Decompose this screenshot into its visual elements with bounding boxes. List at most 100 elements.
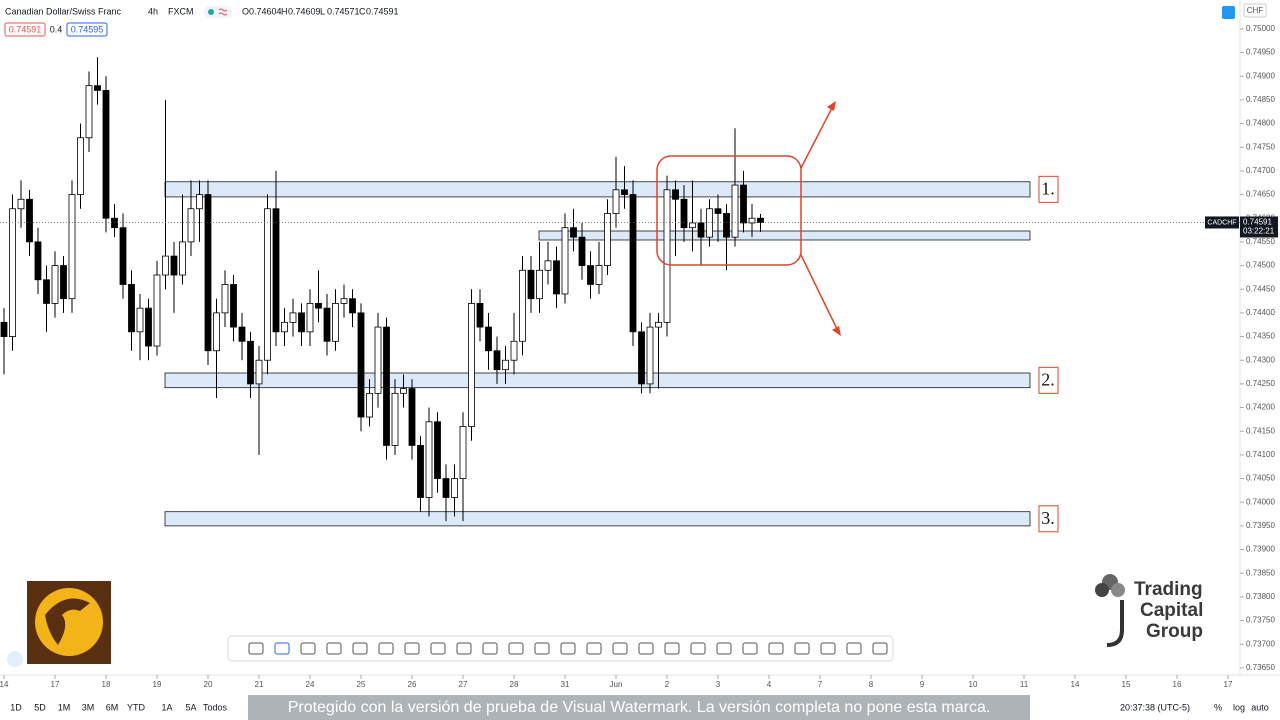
candle-body: [536, 269, 543, 300]
zone: [538, 230, 1031, 241]
candle-body: [315, 303, 322, 309]
y-tick-label: 0.74800: [1246, 119, 1275, 128]
candle-body: [391, 392, 399, 446]
candle-body: [128, 284, 135, 333]
watermark-bg: [248, 695, 1030, 720]
candle-body: [502, 359, 509, 371]
tool-icon[interactable]: [872, 642, 888, 655]
legend-key: O: [242, 6, 249, 16]
candle-body: [553, 260, 560, 295]
brand-icon: [1095, 583, 1109, 597]
candle-body: [655, 321, 662, 328]
candle-body: [383, 326, 390, 446]
tool-icon[interactable]: [560, 642, 576, 655]
candle-body: [9, 208, 16, 337]
candle-body: [459, 426, 467, 479]
scale-option[interactable]: log: [1233, 702, 1245, 712]
candle-body: [629, 194, 637, 333]
range-button[interactable]: 3M: [82, 702, 95, 712]
highlight-box: [656, 155, 802, 266]
tool-icon[interactable]: [690, 642, 706, 655]
candle-body: [0, 321, 8, 337]
tool-icon[interactable]: [456, 642, 472, 655]
candle-body: [230, 284, 237, 328]
tool-icon[interactable]: [534, 642, 550, 655]
candle-body: [102, 90, 110, 219]
tool-icon[interactable]: [508, 642, 524, 655]
y-tick-label: 0.75000: [1246, 24, 1275, 33]
ohlc-legend: O 0.74604 H 0.74609 L 0.74571 C 0.74591: [242, 6, 399, 16]
range-button[interactable]: Todos: [203, 702, 228, 712]
tool-icon[interactable]: [794, 642, 810, 655]
candle-body: [570, 227, 577, 238]
tool-icon[interactable]: [612, 642, 628, 655]
tool-icon[interactable]: [586, 642, 602, 655]
settings-button[interactable]: [1222, 6, 1235, 19]
y-tick-label: 0.74350: [1246, 332, 1275, 341]
y-tick-label: 0.74200: [1246, 403, 1275, 412]
zone: [164, 372, 1031, 389]
brand-word: Group: [1146, 621, 1203, 642]
tool-icon[interactable]: [716, 642, 732, 655]
tool-icon[interactable]: [768, 642, 784, 655]
candle-body: [442, 478, 450, 498]
arrow-head: [832, 326, 841, 336]
y-tick-label: 0.74700: [1246, 166, 1275, 175]
tool-icon[interactable]: [820, 642, 836, 655]
scale-option[interactable]: %: [1214, 702, 1222, 712]
tool-icon[interactable]: [248, 642, 264, 655]
candle-body: [748, 217, 756, 224]
x-tick-label: 8: [869, 680, 874, 689]
tool-icon[interactable]: [378, 642, 394, 655]
tool-icon[interactable]: [300, 642, 316, 655]
candle-body: [561, 227, 569, 295]
candle-body: [255, 359, 263, 385]
candle-body: [187, 208, 195, 243]
scale-option[interactable]: auto: [1251, 702, 1269, 712]
x-tick-label: 17: [51, 680, 60, 689]
candle-body: [672, 189, 679, 200]
range-button[interactable]: 1M: [58, 702, 71, 712]
x-tick-label: 17: [1224, 680, 1233, 689]
zone-label-box: [1038, 366, 1059, 394]
range-button[interactable]: 1A: [161, 702, 172, 712]
range-button[interactable]: 5A: [185, 702, 196, 712]
candle-body: [136, 307, 144, 333]
range-button[interactable]: YTD: [127, 702, 146, 712]
legend-value: 0.74609: [288, 6, 321, 16]
range-button[interactable]: 6M: [106, 702, 119, 712]
zone-label: 2.: [1041, 369, 1055, 389]
legend-value: 0.74591: [366, 6, 399, 16]
y-tick-label: 0.74850: [1246, 95, 1275, 104]
tool-icon[interactable]: [352, 642, 368, 655]
range-button[interactable]: 1D: [10, 702, 22, 712]
candle-body: [578, 236, 586, 266]
candle-body: [170, 255, 178, 276]
candle-body: [425, 421, 433, 498]
tool-icon[interactable]: [274, 642, 290, 655]
tool-icon[interactable]: [404, 642, 420, 655]
tool-icon[interactable]: [742, 642, 758, 655]
range-button[interactable]: 5D: [34, 702, 46, 712]
tool-icon[interactable]: [430, 642, 446, 655]
tool-icon[interactable]: [846, 642, 862, 655]
y-tick-label: 0.74000: [1246, 497, 1275, 506]
tool-icon[interactable]: [664, 642, 680, 655]
x-tick-label: 4: [767, 680, 772, 689]
tool-icon[interactable]: [326, 642, 342, 655]
x-tick-label: 19: [153, 680, 162, 689]
zone-label: 3.: [1041, 508, 1055, 528]
tool-icon[interactable]: [638, 642, 654, 655]
watermark: Protegido con la versión de prueba de Vi…: [288, 699, 991, 716]
tool-icon[interactable]: [482, 642, 498, 655]
clock: 20:37:38 (UTC-5): [1120, 702, 1190, 712]
arrow-up: [800, 105, 834, 169]
candle-body: [587, 265, 594, 285]
brand-icon: [1111, 583, 1125, 597]
arrow-down: [800, 254, 839, 332]
y-tick-label: 0.73800: [1246, 592, 1275, 601]
zone: [164, 511, 1031, 527]
y-tick-label: 0.74050: [1246, 474, 1275, 483]
candle-body: [153, 274, 161, 347]
candle-body: [281, 321, 288, 333]
